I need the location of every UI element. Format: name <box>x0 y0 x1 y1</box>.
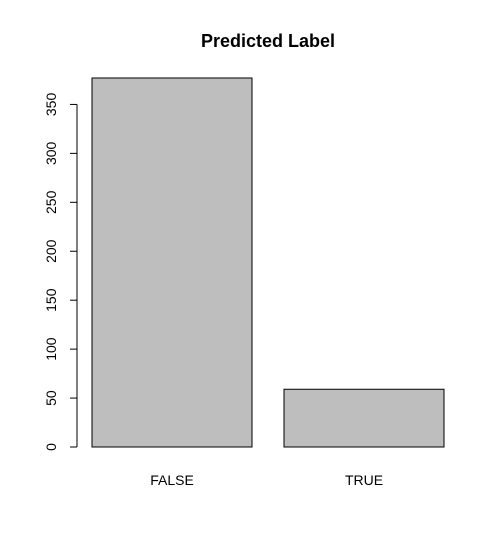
y-tick-label: 250 <box>43 190 59 214</box>
chart-title: Predicted Label <box>201 31 335 51</box>
y-tick-label: 50 <box>43 390 59 406</box>
y-tick-label: 300 <box>43 141 59 165</box>
x-axis-labels: FALSE TRUE <box>150 472 383 488</box>
y-axis: 0 50 100 150 200 250 300 350 <box>43 93 78 451</box>
x-tick-label-true: TRUE <box>345 472 383 488</box>
bar-true <box>283 388 445 448</box>
y-tick-label: 200 <box>43 239 59 263</box>
bars-group <box>91 77 445 448</box>
y-tick-label: 150 <box>43 288 59 312</box>
y-tick-label: 0 <box>43 443 59 451</box>
y-tick-label: 100 <box>43 337 59 361</box>
y-tick-label: 350 <box>43 93 59 117</box>
x-tick-label-false: FALSE <box>150 472 194 488</box>
bar-false <box>91 77 253 448</box>
